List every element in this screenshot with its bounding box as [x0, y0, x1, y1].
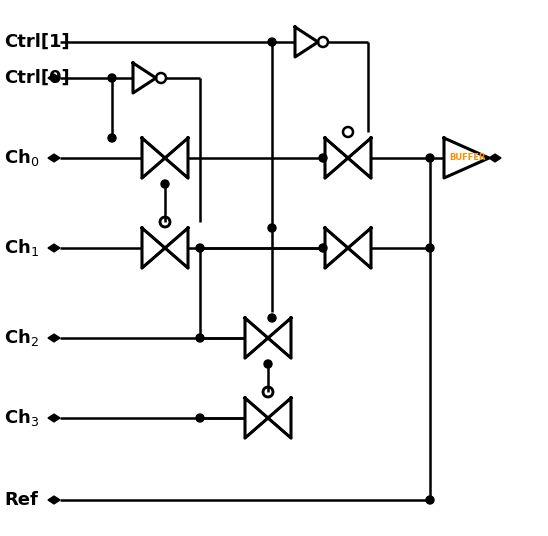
Circle shape	[268, 314, 276, 322]
Circle shape	[264, 360, 272, 368]
Polygon shape	[165, 228, 188, 268]
Circle shape	[426, 244, 434, 252]
Polygon shape	[489, 154, 501, 162]
Polygon shape	[245, 318, 268, 358]
Polygon shape	[48, 244, 60, 252]
Text: Ctrl[1]: Ctrl[1]	[4, 33, 70, 51]
Polygon shape	[142, 138, 165, 178]
Circle shape	[268, 38, 276, 46]
Circle shape	[108, 134, 116, 142]
Circle shape	[196, 334, 204, 342]
Circle shape	[196, 244, 204, 252]
Text: BUFFER: BUFFER	[449, 153, 486, 162]
Text: Ref: Ref	[4, 491, 38, 509]
Polygon shape	[142, 228, 165, 268]
Polygon shape	[245, 398, 268, 438]
Circle shape	[268, 224, 276, 232]
Polygon shape	[295, 27, 318, 57]
Text: Ctrl[0]: Ctrl[0]	[4, 69, 70, 87]
Polygon shape	[348, 138, 371, 178]
Circle shape	[426, 496, 434, 504]
Circle shape	[426, 154, 434, 162]
Polygon shape	[165, 138, 188, 178]
Polygon shape	[48, 496, 60, 504]
Polygon shape	[48, 154, 60, 162]
Polygon shape	[48, 414, 60, 422]
Text: Ch$_0$: Ch$_0$	[4, 147, 39, 168]
Polygon shape	[133, 63, 156, 93]
Polygon shape	[444, 138, 489, 178]
Text: Ch$_2$: Ch$_2$	[4, 327, 39, 348]
Circle shape	[319, 244, 327, 252]
Circle shape	[161, 180, 169, 188]
Text: Ch$_3$: Ch$_3$	[4, 407, 39, 428]
Circle shape	[319, 154, 327, 162]
Polygon shape	[48, 74, 60, 82]
Polygon shape	[325, 138, 348, 178]
Polygon shape	[268, 398, 291, 438]
Polygon shape	[48, 334, 60, 342]
Polygon shape	[325, 228, 348, 268]
Polygon shape	[268, 318, 291, 358]
Circle shape	[108, 74, 116, 82]
Circle shape	[196, 414, 204, 422]
Text: Ch$_1$: Ch$_1$	[4, 237, 39, 258]
Polygon shape	[348, 228, 371, 268]
